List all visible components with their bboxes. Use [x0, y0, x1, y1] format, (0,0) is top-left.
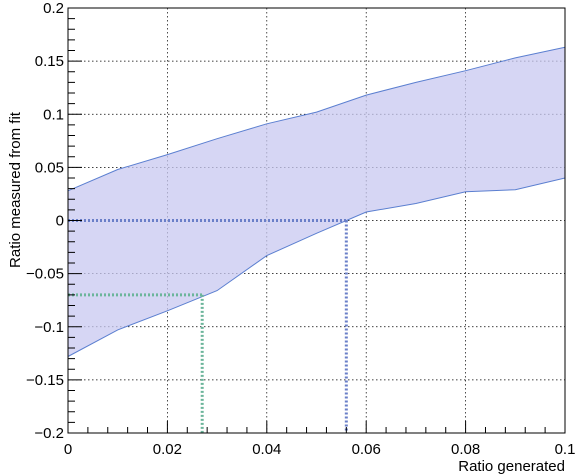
tick-labels: 0 0.02 0.04 0.06 0.08 0.1 −0.2 −0.15 −0.1 −0.05 0 0…: [26, 0, 575, 458]
x-tick-label: 0.06: [352, 441, 381, 458]
x-axis-title: Ratio generated: [458, 458, 565, 474]
reference-lines: [68, 219, 348, 433]
y-tick-label: 0.1: [43, 106, 64, 123]
y-tick-label: 0.2: [43, 0, 64, 17]
x-tick-label: 0.02: [153, 441, 182, 458]
x-tick-label: 0.08: [451, 441, 480, 458]
x-tick-label: 0: [64, 441, 72, 458]
y-tick-label: 0.15: [35, 53, 64, 70]
x-tick-label: 0.1: [555, 441, 576, 458]
y-tick-label: −0.1: [34, 319, 64, 336]
x-tick-label: 0.04: [252, 441, 281, 458]
y-tick-label: 0.05: [35, 159, 64, 176]
y-tick-label: 0: [56, 213, 64, 230]
band-upper-edge: [67, 46, 566, 192]
y-axis-title: Ratio measured from fit: [7, 111, 24, 268]
band-fill: [68, 47, 565, 357]
y-tick-label: −0.15: [26, 372, 64, 389]
y-tick-label: −0.2: [34, 425, 64, 442]
band-lower-edge: [67, 177, 566, 357]
axes: [67, 7, 566, 434]
y-tick-label: −0.05: [26, 266, 64, 283]
uncertainty-band: [67, 46, 566, 357]
